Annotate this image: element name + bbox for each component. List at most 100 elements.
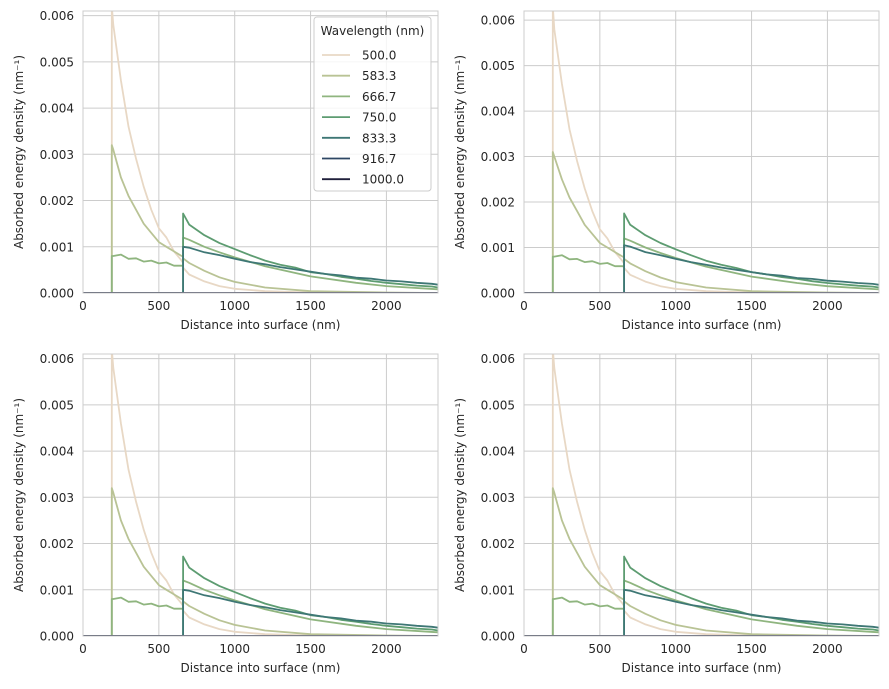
legend-title: Wavelength (nm) <box>321 24 425 38</box>
y-tick-label: 0.001 <box>40 240 74 254</box>
panel-2: 0 500 1000 1500 20000.0000.0010.0020.0030.00… <box>453 10 880 332</box>
x-axis-label: Distance into surface (nm) <box>622 318 782 332</box>
panel-3: 0 500 1000 1500 20000.0000.0010.0020.0030.00… <box>12 352 439 675</box>
y-tick-label: 0.004 <box>481 445 515 459</box>
series-line-750.0 <box>83 212 438 293</box>
y-tick-label: 0.004 <box>40 102 74 116</box>
y-tick-label: 0.006 <box>481 352 515 366</box>
y-tick-label: 0.001 <box>40 583 74 597</box>
plot-frame <box>523 10 880 294</box>
panel-4: 0 500 1000 1500 20000.0000.0010.0020.0030.00… <box>453 352 880 675</box>
series-lines <box>524 11 879 293</box>
x-tick-label: 0 <box>79 299 87 313</box>
series-line-583.3 <box>524 487 879 636</box>
x-tick-label: 2000 <box>812 299 843 313</box>
plot-frame <box>82 10 439 294</box>
x-axis: 0 500 1000 1500 2000 <box>520 354 843 656</box>
y-axis-label: Absorbed energy density (nm⁻¹) <box>453 55 467 249</box>
legend-entry: 666.7 <box>362 90 396 104</box>
x-tick-label: 1500 <box>736 642 767 656</box>
plot-area <box>83 354 438 636</box>
x-tick-label: 2000 <box>371 299 402 313</box>
y-axis: 0.000 0.001 0.002 0.003 0.004 0.005 0.006 <box>481 352 879 644</box>
x-tick-label: 0 <box>79 642 87 656</box>
x-tick-label: 1500 <box>295 299 326 313</box>
series-line-833.3 <box>83 588 438 636</box>
x-tick-label: 500 <box>588 299 611 313</box>
x-tick-label: 1500 <box>736 299 767 313</box>
series-lines <box>83 354 438 636</box>
y-tick-label: 0.000 <box>40 630 74 644</box>
x-tick-label: 2000 <box>812 642 843 656</box>
x-tick-label: 500 <box>588 642 611 656</box>
legend-box <box>313 16 432 192</box>
legend-entry: 916.7 <box>362 152 396 166</box>
plot-frame <box>523 353 880 637</box>
series-line-666.7 <box>524 237 879 293</box>
series-lines <box>83 11 438 293</box>
x-tick-label: 1000 <box>660 642 691 656</box>
legend-entry: 583.3 <box>362 69 396 83</box>
series-line-583.3 <box>83 487 438 636</box>
y-tick-label: 0.004 <box>481 105 515 119</box>
y-tick-label: 0.002 <box>481 196 515 210</box>
series-line-666.7 <box>524 579 879 636</box>
x-tick-label: 0 <box>520 642 528 656</box>
series-line-750.0 <box>524 212 879 293</box>
legend: Wavelength (nm) 500.0 583.3 666.7 750.0 833.3… <box>313 16 432 192</box>
y-axis: 0.000 0.001 0.002 0.003 0.004 0.005 0.006 <box>481 14 879 301</box>
series-lines <box>524 354 879 636</box>
y-tick-label: 0.002 <box>40 537 74 551</box>
plot-area <box>524 354 879 636</box>
series-line-666.7 <box>83 236 438 293</box>
series-line-666.7 <box>83 579 438 636</box>
y-tick-label: 0.002 <box>40 194 74 208</box>
y-tick-label: 0.006 <box>481 14 515 28</box>
series-line-833.3 <box>524 588 879 636</box>
y-tick-label: 0.005 <box>40 398 74 412</box>
legend-entry: 500.0 <box>362 49 396 63</box>
y-tick-label: 0.003 <box>481 150 515 164</box>
x-axis-label: Distance into surface (nm) <box>181 661 341 675</box>
series-line-750.0 <box>83 555 438 636</box>
y-axis-label: Absorbed energy density (nm⁻¹) <box>12 55 26 249</box>
y-tick-label: 0.003 <box>40 491 74 505</box>
series-line-833.3 <box>83 245 438 293</box>
y-tick-label: 0.004 <box>40 445 74 459</box>
y-axis: 0.000 0.001 0.002 0.003 0.004 0.005 0.006 <box>40 352 438 644</box>
x-axis-label: Distance into surface (nm) <box>181 318 341 332</box>
x-tick-label: 2000 <box>371 642 402 656</box>
y-tick-label: 0.002 <box>481 537 515 551</box>
x-tick-label: 1500 <box>295 642 326 656</box>
y-tick-label: 0.001 <box>481 241 515 255</box>
y-tick-label: 0.003 <box>40 148 74 162</box>
x-tick-label: 500 <box>147 299 170 313</box>
x-tick-label: 500 <box>147 642 170 656</box>
y-tick-label: 0.005 <box>481 398 515 412</box>
legend-entry: 833.3 <box>362 131 396 145</box>
x-tick-label: 0 <box>520 299 528 313</box>
y-axis: 0.000 0.001 0.002 0.003 0.004 0.005 0.006 <box>40 9 438 301</box>
x-axis-label: Distance into surface (nm) <box>622 661 782 675</box>
y-tick-label: 0.001 <box>481 583 515 597</box>
legend-entry: 750.0 <box>362 111 396 125</box>
panel-1: 0 500 1000 1500 20000.0000.0010.0020.0030.00… <box>12 9 439 332</box>
y-tick-label: 0.003 <box>481 491 515 505</box>
y-tick-label: 0.000 <box>481 287 515 301</box>
y-tick-label: 0.006 <box>40 9 74 23</box>
x-tick-label: 1000 <box>660 299 691 313</box>
y-tick-label: 0.005 <box>481 59 515 73</box>
series-line-583.3 <box>83 144 438 293</box>
y-axis-label: Absorbed energy density (nm⁻¹) <box>453 398 467 592</box>
plot-frame <box>82 353 439 637</box>
y-tick-label: 0.000 <box>481 630 515 644</box>
series-line-583.3 <box>524 151 879 293</box>
plot-area <box>524 11 879 293</box>
y-tick-label: 0.006 <box>40 352 74 366</box>
y-tick-label: 0.000 <box>40 287 74 301</box>
y-axis-label: Absorbed energy density (nm⁻¹) <box>12 398 26 592</box>
x-tick-label: 1000 <box>219 299 250 313</box>
series-line-833.3 <box>524 244 879 293</box>
y-tick-label: 0.005 <box>40 55 74 69</box>
